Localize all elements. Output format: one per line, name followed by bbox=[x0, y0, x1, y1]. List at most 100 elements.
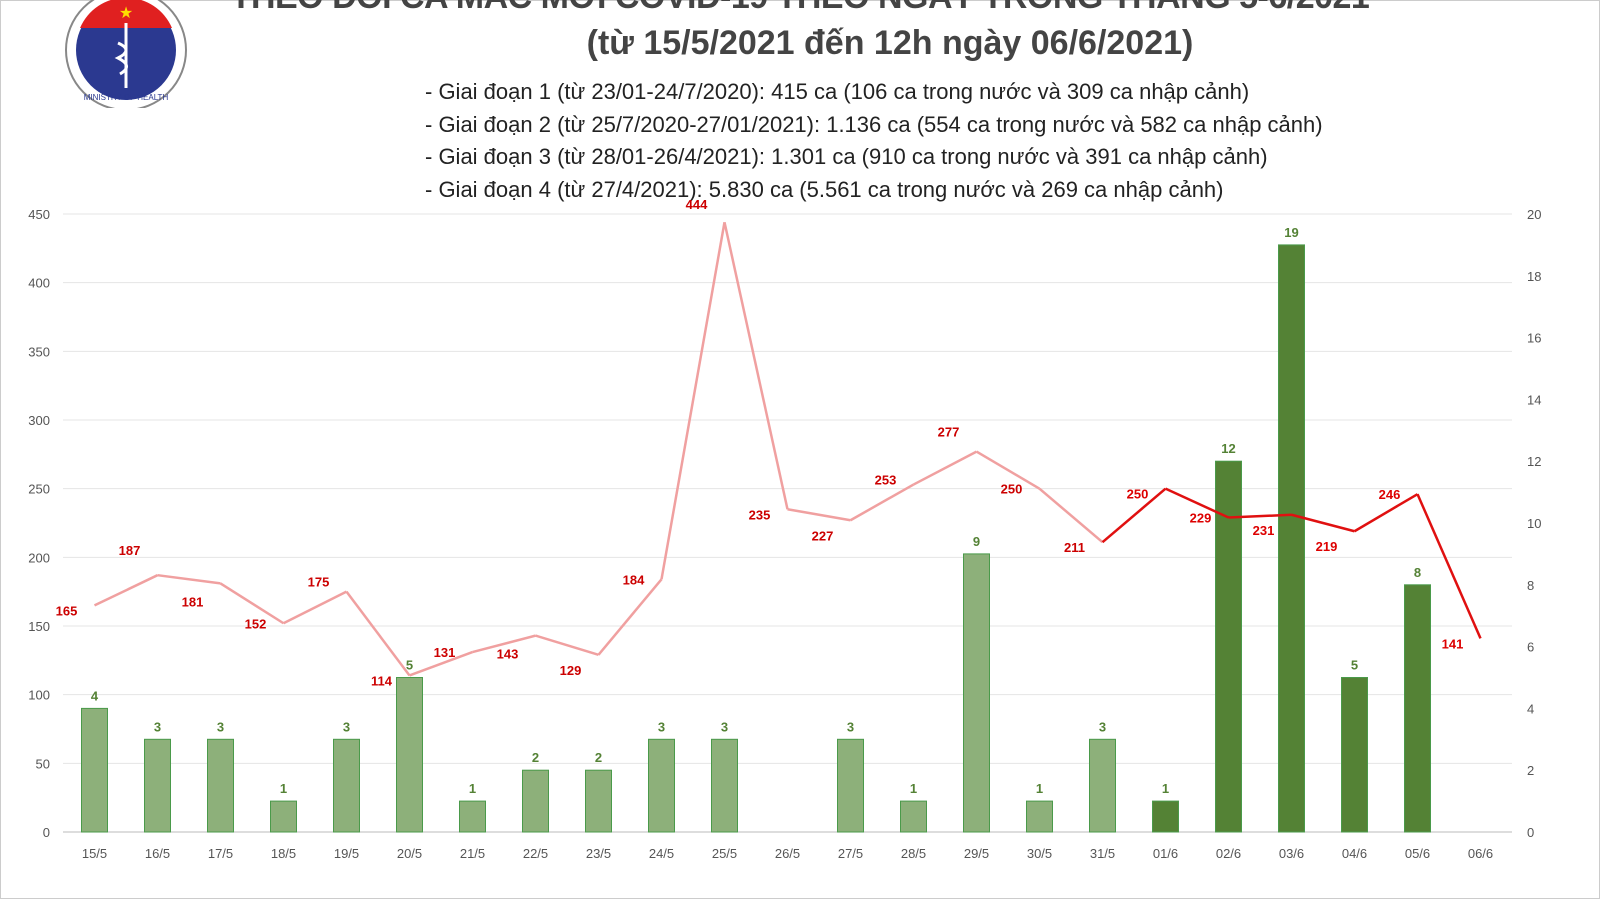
line-segment bbox=[1101, 487, 1167, 544]
bar bbox=[270, 800, 297, 833]
line-label: 175 bbox=[308, 575, 330, 590]
line-label: 143 bbox=[497, 647, 519, 662]
line-label: 184 bbox=[623, 572, 645, 587]
bar-label: 3 bbox=[658, 719, 665, 734]
bar-label: 1 bbox=[469, 781, 476, 796]
bar-label: 3 bbox=[343, 719, 350, 734]
bar-label: 1 bbox=[1036, 781, 1043, 796]
right-tick-label: 2 bbox=[1527, 763, 1534, 778]
bar-label: 3 bbox=[154, 719, 161, 734]
line-label: 229 bbox=[1190, 511, 1212, 526]
x-tick-label: 23/5 bbox=[586, 846, 611, 861]
bar bbox=[333, 738, 360, 833]
right-tick-label: 0 bbox=[1527, 825, 1534, 840]
line-label: 277 bbox=[938, 425, 960, 440]
line-label: 211 bbox=[1064, 540, 1085, 555]
x-tick-label: 17/5 bbox=[208, 846, 233, 861]
line-segment bbox=[282, 590, 348, 625]
bar-label: 9 bbox=[973, 534, 980, 549]
line-label: 141 bbox=[1442, 636, 1464, 651]
line-label: 231 bbox=[1253, 523, 1275, 538]
line-segment bbox=[1228, 513, 1292, 519]
ministry-of-health-logo: ★ MINISTRY OF HEALTH bbox=[65, 0, 187, 108]
bar-label: 1 bbox=[280, 781, 287, 796]
line-label: 129 bbox=[560, 663, 582, 678]
bar-label: 1 bbox=[910, 781, 917, 796]
bar-label: 12 bbox=[1221, 441, 1235, 456]
line-segment bbox=[345, 590, 411, 677]
x-tick-label: 02/6 bbox=[1216, 846, 1241, 861]
bar bbox=[1215, 460, 1242, 833]
bar bbox=[81, 707, 108, 833]
line-segment bbox=[1353, 493, 1419, 533]
right-tick-label: 16 bbox=[1527, 331, 1541, 346]
x-tick-label: 20/5 bbox=[397, 846, 422, 861]
bar bbox=[207, 738, 234, 833]
left-tick-label: 100 bbox=[28, 688, 50, 703]
line-label: 152 bbox=[245, 616, 267, 631]
line-label: 165 bbox=[56, 603, 78, 618]
line-label: 235 bbox=[749, 507, 771, 522]
x-tick-label: 24/5 bbox=[649, 846, 674, 861]
bar bbox=[1278, 244, 1305, 833]
right-tick-label: 14 bbox=[1527, 392, 1541, 407]
x-tick-label: 19/5 bbox=[334, 846, 359, 861]
bar bbox=[1089, 738, 1116, 833]
line-segment bbox=[219, 582, 285, 625]
line-segment bbox=[93, 574, 159, 607]
svg-text:★: ★ bbox=[119, 5, 133, 22]
line-segment bbox=[1164, 487, 1230, 519]
right-tick-label: 8 bbox=[1527, 578, 1534, 593]
line-label: 250 bbox=[1127, 487, 1149, 502]
notes: - Giai đoạn 1 (từ 23/01-24/7/2020): 415 … bbox=[425, 76, 1323, 206]
note-line: - Giai đoạn 3 (từ 28/01-26/4/2021): 1.30… bbox=[425, 144, 1268, 169]
x-tick-label: 05/6 bbox=[1405, 846, 1430, 861]
left-tick-label: 200 bbox=[28, 550, 50, 565]
bar bbox=[648, 738, 675, 833]
x-tick-label: 16/5 bbox=[145, 846, 170, 861]
line-label: 246 bbox=[1379, 487, 1401, 502]
bar bbox=[711, 738, 738, 833]
bar-label: 2 bbox=[532, 750, 539, 765]
line-segment bbox=[1416, 493, 1482, 639]
line-segment bbox=[660, 222, 726, 580]
x-tick-label: 29/5 bbox=[964, 846, 989, 861]
bar-label: 3 bbox=[217, 719, 224, 734]
line-label: 227 bbox=[812, 528, 834, 543]
bar bbox=[522, 769, 549, 833]
line-segment bbox=[723, 221, 789, 510]
bar-label: 19 bbox=[1284, 225, 1298, 240]
bar bbox=[396, 677, 423, 833]
line-label: 250 bbox=[1001, 482, 1023, 497]
right-tick-label: 6 bbox=[1527, 640, 1534, 655]
line-segment bbox=[157, 573, 221, 585]
line-segment bbox=[1038, 487, 1104, 544]
chart-subtitle: (từ 15/5/2021 đến 12h ngày 06/6/2021) bbox=[586, 24, 1194, 62]
x-tick-label: 28/5 bbox=[901, 846, 926, 861]
bar-label: 4 bbox=[91, 688, 99, 703]
right-tick-label: 12 bbox=[1527, 454, 1541, 469]
x-tick-label: 15/5 bbox=[82, 846, 107, 861]
bar-label: 1 bbox=[1162, 781, 1169, 796]
bar bbox=[1341, 677, 1368, 833]
line-segment bbox=[535, 634, 599, 657]
left-tick-label: 300 bbox=[28, 413, 50, 428]
bar-label: 2 bbox=[595, 750, 602, 765]
x-tick-label: 30/5 bbox=[1027, 846, 1052, 861]
x-tick-label: 03/6 bbox=[1279, 846, 1304, 861]
note-line: - Giai đoạn 1 (từ 23/01-24/7/2020): 415 … bbox=[425, 79, 1250, 104]
left-tick-label: 250 bbox=[28, 482, 50, 497]
line-segment bbox=[409, 650, 473, 677]
right-tick-label: 18 bbox=[1527, 269, 1541, 284]
line-segment bbox=[787, 508, 851, 522]
left-tick-label: 400 bbox=[28, 276, 50, 291]
bar bbox=[1152, 800, 1179, 833]
right-tick-label: 4 bbox=[1527, 701, 1534, 716]
bar bbox=[1404, 584, 1431, 833]
left-tick-label: 350 bbox=[28, 344, 50, 359]
bar bbox=[1026, 800, 1053, 833]
bar-label: 5 bbox=[1351, 658, 1358, 673]
line-segment bbox=[912, 450, 978, 486]
line-label: 253 bbox=[875, 473, 897, 488]
